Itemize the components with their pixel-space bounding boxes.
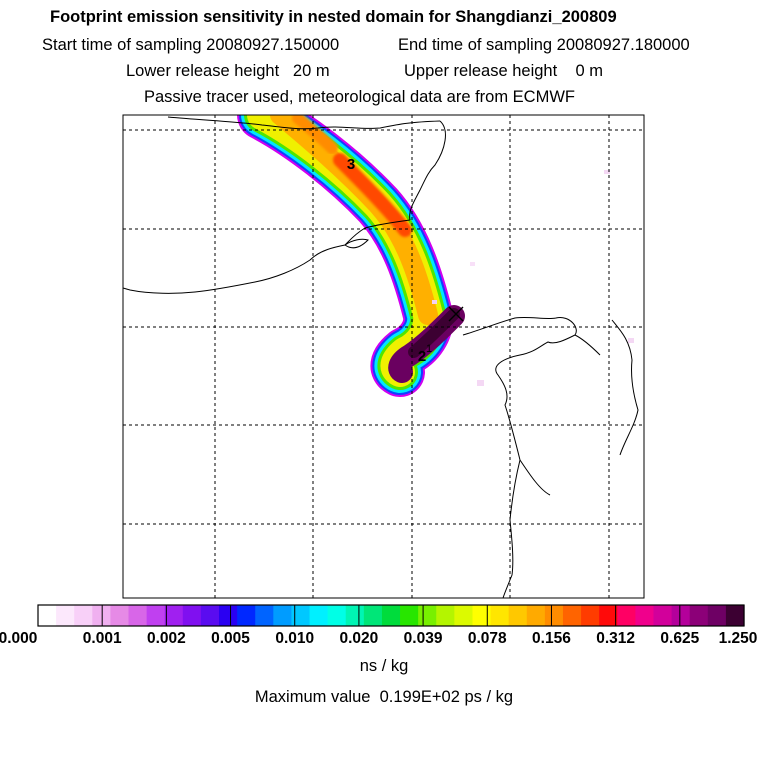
faint-pixel	[470, 262, 475, 266]
colorbar-cell	[363, 605, 383, 626]
colorbar-cell	[291, 605, 311, 626]
colorbar-cell	[436, 605, 455, 626]
colorbar-cell	[581, 605, 600, 626]
colorbar-tick-label: 0.000	[0, 630, 38, 647]
colorbar-cell	[309, 605, 329, 626]
colorbar-cell	[146, 605, 166, 626]
start-time-label: Start time of sampling 20080927.150000	[42, 36, 340, 54]
colorbar-units: ns / kg	[359, 657, 409, 675]
upper-release-height-label: Upper release height 0 m	[404, 62, 604, 80]
plume-core-red-2	[292, 115, 338, 154]
colorbar-cell	[56, 605, 75, 626]
colorbar-cell	[381, 605, 401, 626]
colorbar-tick-label: 0.312	[596, 630, 636, 647]
colorbar-cell	[635, 605, 655, 626]
colorbar-cell	[273, 605, 293, 626]
colorbar-cell	[164, 605, 184, 626]
colorbar-cell	[508, 605, 528, 626]
colorbar-cell	[617, 605, 636, 626]
day-label-1: 1	[426, 343, 432, 355]
colorbar-cell	[110, 605, 130, 626]
end-time-label: End time of sampling 20080927.180000	[398, 36, 690, 54]
colorbar-tick-label: 0.020	[339, 630, 379, 647]
coastlines	[123, 116, 639, 598]
coastline-north	[167, 116, 441, 130]
day-label-2: 2	[418, 348, 426, 365]
coastline-peninsula	[502, 459, 521, 598]
faint-pixel	[628, 338, 634, 343]
colorbar-cell	[400, 605, 419, 626]
colorbar-cells	[38, 605, 745, 626]
colorbar-tick-label: 1.250	[718, 630, 758, 647]
grid-lines	[123, 115, 644, 598]
lower-release-height-label: Lower release height 20 m	[126, 62, 330, 80]
plume-peak-darker	[408, 308, 460, 358]
colorbar-frame	[37, 604, 745, 627]
colorbar-cell	[182, 605, 202, 626]
colorbar-cell	[653, 605, 673, 626]
coastline-inlet	[344, 238, 369, 249]
x-marker-icon	[448, 306, 464, 322]
colorbar-cell	[472, 605, 492, 626]
coastline-small-a	[574, 334, 601, 356]
colorbar-tick-label: 0.005	[211, 630, 250, 647]
colorbar-cell	[92, 605, 112, 626]
map-frame	[122, 114, 645, 599]
colorbar-cell	[544, 605, 564, 626]
coastline-gulf	[123, 219, 411, 294]
tracer-note: Passive tracer used, meteorological data…	[144, 88, 575, 106]
colorbar-cell	[707, 605, 727, 626]
maximum-value: 0.199E+02 ps / kg	[379, 688, 514, 706]
maximum-value-row: Maximum value 0.199E+02 ps / kg	[0, 688, 768, 707]
colorbar-tick-label: 0.078	[467, 630, 507, 647]
colorbar-cell	[38, 605, 57, 626]
maximum-value-label: Maximum value	[254, 688, 371, 706]
colorbar-cell	[454, 605, 474, 626]
day-label-3: 3	[347, 156, 355, 173]
plume-core-red	[333, 153, 412, 237]
coastline-east-bay	[462, 316, 577, 496]
colorbar-tick-label: 0.001	[82, 630, 122, 647]
colorbar-tick-label: 0.002	[146, 630, 186, 647]
colorbar-cell	[526, 605, 546, 626]
plume-layer: 3 2 1	[123, 115, 644, 598]
colorbar-cell	[327, 605, 347, 626]
colorbar-cell	[255, 605, 274, 626]
colorbar-cell	[418, 605, 437, 626]
colorbar-cell	[599, 605, 618, 626]
colorbar-tick-label: 0.010	[275, 630, 315, 647]
colorbar-tick-label: 0.039	[403, 630, 443, 647]
colorbar-cell	[689, 605, 709, 626]
colorbar-cell	[128, 605, 148, 626]
colorbar-cell	[345, 605, 365, 626]
colorbar-cell	[237, 605, 256, 626]
colorbar-cell	[74, 605, 93, 626]
faint-pixel	[432, 300, 437, 304]
faint-pixel	[477, 380, 484, 386]
colorbar-cell	[490, 605, 510, 626]
colorbar-cell	[200, 605, 220, 626]
colorbar-cell	[725, 605, 745, 626]
colorbar-cell	[219, 605, 238, 626]
colorbar-cell	[562, 605, 582, 626]
colorbar-tick-label: 0.625	[660, 630, 700, 647]
coastline-east-shore	[611, 319, 639, 456]
colorbar-cell	[671, 605, 691, 626]
chart-title: Footprint emission sensitivity in nested…	[50, 8, 617, 26]
colorbar-tick-label: 0.156	[532, 630, 571, 647]
faint-pixel	[604, 170, 610, 174]
